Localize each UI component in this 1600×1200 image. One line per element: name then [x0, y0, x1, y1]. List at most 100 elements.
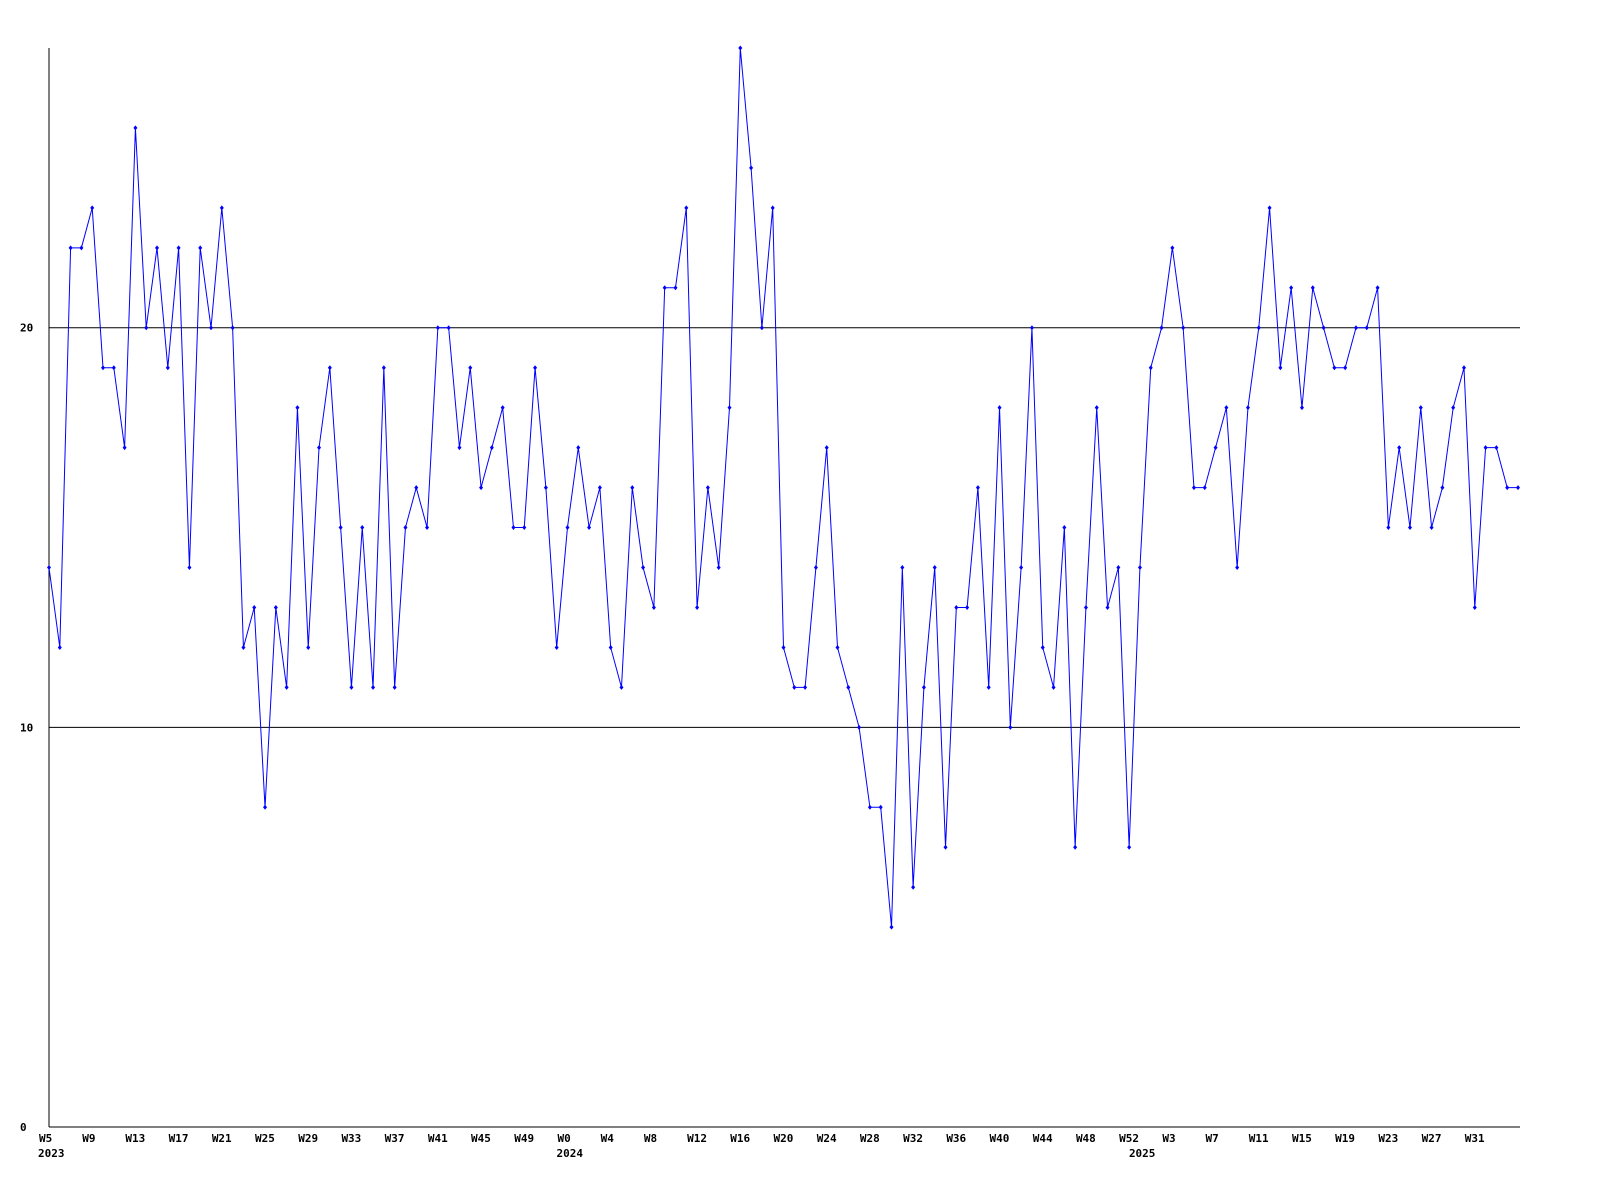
x-tick-label: W20	[774, 1132, 794, 1145]
x-tick-label: W0	[557, 1132, 570, 1145]
point	[1191, 485, 1196, 491]
point	[1224, 405, 1229, 411]
x-tick-label: W25	[255, 1132, 275, 1145]
point	[209, 325, 214, 331]
point	[1008, 724, 1013, 730]
point	[1029, 325, 1034, 331]
x-tick-label: W27	[1422, 1132, 1442, 1145]
y-tick-label: 20	[20, 322, 33, 335]
point	[857, 724, 862, 730]
point	[1440, 485, 1445, 491]
point	[1310, 285, 1315, 291]
x-tick-label: W7	[1206, 1132, 1219, 1145]
point	[1472, 604, 1477, 610]
point	[954, 604, 959, 610]
x-tick-label: W21	[212, 1132, 232, 1145]
point	[489, 445, 494, 451]
x-tick-label: W45	[471, 1132, 491, 1145]
point	[263, 804, 268, 810]
point	[986, 684, 991, 690]
y-tick-label: 10	[20, 721, 33, 734]
point	[230, 325, 235, 331]
point	[187, 565, 192, 571]
point	[792, 684, 797, 690]
point	[1105, 604, 1110, 610]
x-tick-label: W44	[1033, 1132, 1053, 1145]
point	[273, 604, 278, 610]
point	[813, 565, 818, 571]
point	[457, 445, 462, 451]
point	[878, 804, 883, 810]
point	[306, 644, 311, 650]
point	[1353, 325, 1358, 331]
x-tick-label: W5	[39, 1132, 52, 1145]
point	[1289, 285, 1294, 291]
point	[705, 485, 710, 491]
point	[1148, 365, 1153, 371]
point	[144, 325, 149, 331]
point	[1505, 485, 1510, 491]
point	[554, 644, 559, 650]
x-tick-label: W28	[860, 1132, 880, 1145]
point	[101, 365, 106, 371]
x-tick-label: W49	[514, 1132, 534, 1145]
x-tick-label: W13	[125, 1132, 145, 1145]
point	[57, 644, 62, 650]
year-label: 2025	[1129, 1147, 1156, 1160]
x-tick-label: W16	[730, 1132, 750, 1145]
point	[1375, 285, 1380, 291]
point	[1516, 485, 1520, 491]
point	[435, 325, 440, 331]
line	[48, 47, 1518, 928]
point	[338, 525, 343, 531]
point	[68, 245, 73, 251]
point	[1451, 405, 1456, 411]
point	[824, 445, 829, 451]
point	[219, 205, 224, 211]
point	[1040, 644, 1045, 650]
point	[1418, 405, 1423, 411]
x-tick-label: W40	[990, 1132, 1010, 1145]
x-tick-label: W17	[169, 1132, 189, 1145]
point	[500, 405, 505, 411]
point	[1213, 445, 1218, 451]
point	[1051, 684, 1056, 690]
point	[327, 365, 332, 371]
point	[565, 525, 570, 531]
point	[597, 485, 602, 491]
point	[47, 565, 51, 571]
point	[921, 684, 926, 690]
point	[90, 205, 95, 211]
point	[630, 485, 635, 491]
point	[943, 844, 948, 850]
point	[1256, 325, 1261, 331]
point	[1127, 844, 1132, 850]
x-tick-label: W41	[428, 1132, 448, 1145]
point	[111, 365, 116, 371]
point	[684, 205, 689, 211]
point	[965, 604, 970, 610]
point	[1267, 205, 1272, 211]
point	[176, 245, 181, 251]
point	[1245, 405, 1250, 411]
x-tick-label: W48	[1076, 1132, 1096, 1145]
point	[1461, 365, 1466, 371]
point	[716, 565, 721, 571]
x-tick-label: W19	[1335, 1132, 1355, 1145]
year-label: 2024	[556, 1147, 583, 1160]
point	[1386, 525, 1391, 531]
point	[252, 604, 257, 610]
point	[371, 684, 376, 690]
point	[759, 325, 764, 331]
x-tick-label: W31	[1465, 1132, 1485, 1145]
point	[1202, 485, 1207, 491]
point	[522, 525, 527, 531]
point	[673, 285, 678, 291]
point	[1321, 325, 1326, 331]
point	[727, 405, 732, 411]
point	[1159, 325, 1164, 331]
point	[1407, 525, 1412, 531]
x-tick-label: W32	[903, 1132, 923, 1145]
point	[165, 365, 170, 371]
